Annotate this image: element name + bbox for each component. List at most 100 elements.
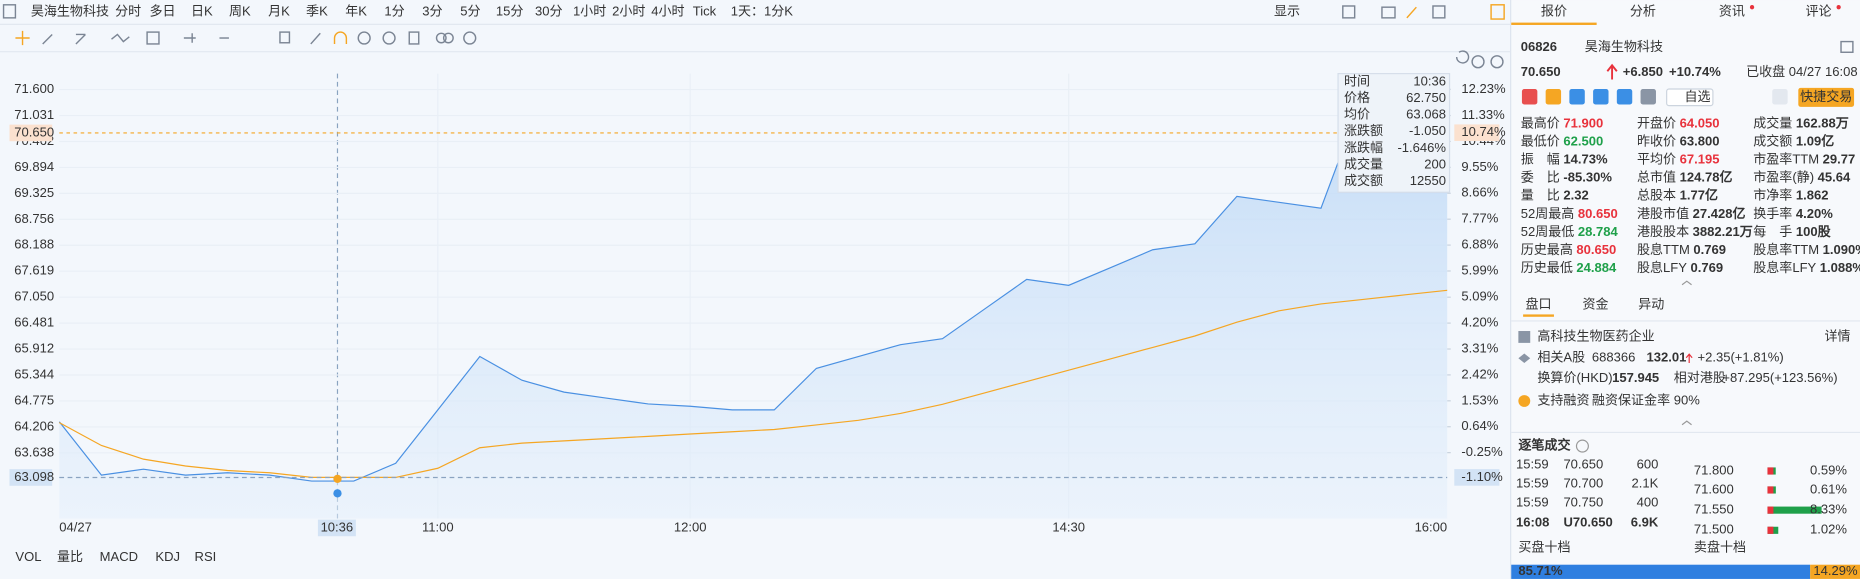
period-tab[interactable]: 多日 xyxy=(149,3,175,18)
stat: 最低价 62.500 xyxy=(1521,134,1604,149)
y2-tick-label: 4.20% xyxy=(1461,315,1498,330)
period-tab[interactable]: 年K xyxy=(345,3,367,18)
period-tab[interactable]: 日K xyxy=(191,3,213,18)
indicator-tab[interactable]: 量比 xyxy=(57,549,83,564)
tooltip-key: 价格 xyxy=(1344,90,1370,105)
buy-label: 买盘十档 xyxy=(1518,540,1570,555)
period-tab[interactable]: 1小时 xyxy=(573,3,606,18)
period-tab[interactable]: Tick xyxy=(693,3,717,18)
watch-button[interactable] xyxy=(1666,88,1714,107)
trade-time: 15:59 xyxy=(1516,456,1549,471)
trades-title: 逐笔成交 xyxy=(1518,438,1570,453)
sub-underline xyxy=(1523,314,1554,317)
trade-button[interactable] xyxy=(1798,87,1855,107)
tag-icon xyxy=(1593,89,1609,105)
rel-value: +87.295(+123.56%) xyxy=(1722,370,1837,385)
stat-label: 历史最低 xyxy=(1521,260,1573,275)
stat-value: 27.428亿 xyxy=(1693,206,1746,221)
indicator-tab[interactable]: MACD xyxy=(100,549,138,564)
tag-icon xyxy=(1521,89,1538,105)
price-pct: +10.74% xyxy=(1669,64,1721,79)
y-tick-label: 67.619 xyxy=(14,263,54,278)
period-tab[interactable]: 分时 xyxy=(115,3,141,18)
display-menu[interactable]: 显示 xyxy=(1274,3,1300,18)
tooltip-value: -1.050 xyxy=(1409,123,1446,138)
period-tab[interactable]: 1天：1分K xyxy=(731,3,794,18)
up-arrow xyxy=(1606,63,1618,80)
sub-tab[interactable]: 异动 xyxy=(1638,296,1664,311)
y2-tick-label: 5.99% xyxy=(1461,262,1498,277)
ladder-price: 71.500 xyxy=(1694,522,1734,537)
panel-tab[interactable]: 评论 xyxy=(1805,3,1831,18)
indicator-tab[interactable]: KDJ xyxy=(155,549,180,564)
a-share-code[interactable]: 688366 xyxy=(1592,350,1635,365)
stat-label: 量 比 xyxy=(1521,188,1560,203)
period-tab[interactable]: 2小时 xyxy=(612,3,645,18)
ladder-pct: 0.59% xyxy=(1810,462,1847,477)
price-line xyxy=(58,94,1448,482)
indicator-tab[interactable]: RSI xyxy=(195,549,217,564)
stat-label: 振 幅 xyxy=(1521,152,1560,167)
period-tab[interactable]: 5分 xyxy=(460,3,480,18)
y2-tick-label: -0.25% xyxy=(1461,444,1503,459)
stat-label: 委 比 xyxy=(1521,170,1560,185)
period-tab[interactable]: 3分 xyxy=(422,3,442,18)
buy-pct: 85.71% xyxy=(1518,563,1563,578)
stat-label: 总市值 xyxy=(1637,170,1676,185)
stat-value: 4.20% xyxy=(1796,206,1833,221)
period-tab[interactable]: 30分 xyxy=(535,3,563,18)
stat: 成交量 162.88万 xyxy=(1753,116,1849,131)
period-tab[interactable]: 4小时 xyxy=(651,3,684,18)
y2-tick-label: 2.42% xyxy=(1461,366,1498,381)
stat-label: 历史最高 xyxy=(1521,242,1573,257)
stat-value: 29.77 xyxy=(1823,152,1856,167)
stat-value: 124.78亿 xyxy=(1680,170,1733,185)
detail-link[interactable]: 详情 xyxy=(1824,328,1850,343)
avg-line xyxy=(59,289,1448,478)
trade-time: 15:59 xyxy=(1516,494,1549,509)
period-tab[interactable]: 月K xyxy=(268,3,290,18)
trade-time: 16:08 xyxy=(1516,515,1549,530)
price-area xyxy=(59,95,1448,519)
stat: 市盈率TTM 29.77 xyxy=(1753,152,1855,167)
period-tab[interactable]: 周K xyxy=(229,3,251,18)
stat-value: 1.09亿 xyxy=(1796,134,1834,149)
ladder-pct: 1.02% xyxy=(1810,522,1847,537)
stat-label: 股息率TTM xyxy=(1753,242,1819,257)
stat: 股息LFY 0.769 xyxy=(1637,260,1723,275)
stat-value: 2.32 xyxy=(1563,188,1588,203)
y2-tick-label: 8.66% xyxy=(1461,185,1498,200)
y-tick-label: 64.206 xyxy=(14,418,54,433)
stat: 每 手 100股 xyxy=(1753,224,1831,239)
a-share-icon xyxy=(1518,353,1531,364)
x-tick-label: 12:00 xyxy=(674,519,707,534)
stock-name[interactable]: 昊海生物科技 xyxy=(31,3,109,18)
tooltip-box xyxy=(1337,73,1451,193)
ladder-pct: 0.61% xyxy=(1810,481,1847,496)
sub-tab[interactable]: 盘口 xyxy=(1526,296,1552,311)
stat: 委 比 -85.30% xyxy=(1521,170,1613,185)
stat-value: 80.650 xyxy=(1578,206,1618,221)
stat-value: 100股 xyxy=(1796,224,1832,239)
sub-tab[interactable]: 资金 xyxy=(1582,296,1608,311)
stat-value: -85.30% xyxy=(1563,170,1612,185)
stat: 振 幅 14.73% xyxy=(1521,152,1608,167)
stat: 平均价 67.195 xyxy=(1637,152,1720,167)
indicator-tab[interactable]: VOL xyxy=(15,549,41,564)
panel-tab[interactable]: 分析 xyxy=(1630,3,1656,18)
stat-label: 成交额 xyxy=(1753,134,1792,149)
crosshair-price-box xyxy=(9,469,53,486)
y-tick-label: 69.894 xyxy=(14,159,54,174)
crosshair-price: 63.098 xyxy=(14,469,54,484)
price-change: +6.850 xyxy=(1623,64,1663,79)
stat: 总股本 1.77亿 xyxy=(1637,188,1718,203)
stat-label: 每 手 xyxy=(1753,224,1792,239)
stat-value: 24.884 xyxy=(1576,260,1617,275)
period-tab[interactable]: 15分 xyxy=(496,3,524,18)
panel-tab[interactable]: 报价 xyxy=(1541,3,1567,18)
stat-value: 1.77亿 xyxy=(1680,188,1718,203)
panel-tab[interactable]: 资讯 xyxy=(1719,3,1745,18)
period-tab[interactable]: 季K xyxy=(306,3,328,18)
period-tab[interactable]: 1分 xyxy=(384,3,404,18)
